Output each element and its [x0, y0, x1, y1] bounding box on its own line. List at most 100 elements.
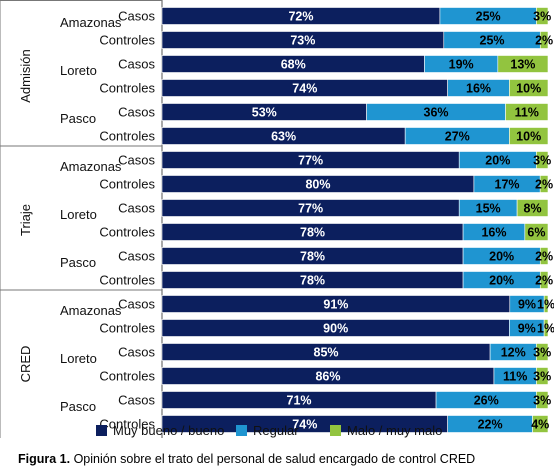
legend-swatch	[236, 425, 247, 436]
data-label: 78%	[300, 274, 325, 288]
bar-segment-bad	[539, 175, 549, 193]
data-label: 8%	[524, 202, 542, 216]
row-label: Controles	[99, 417, 155, 432]
data-label: 80%	[305, 178, 330, 192]
row-label: Controles	[99, 81, 155, 96]
data-label: 25%	[476, 10, 501, 24]
row-label: Controles	[99, 369, 155, 384]
data-label: 86%	[315, 370, 340, 384]
data-label: 3%	[533, 394, 551, 408]
bar-segment-bad	[516, 199, 549, 217]
data-label: 3%	[533, 370, 551, 384]
row-label: Controles	[99, 225, 155, 240]
legend-label: Regular	[253, 423, 299, 438]
bar-segment-bad	[524, 223, 549, 241]
legend-label: Malo / muy malo	[347, 423, 442, 438]
data-label: 9%	[518, 322, 536, 336]
data-label: 91%	[323, 298, 348, 312]
data-label: 11%	[503, 370, 527, 384]
data-label: 9%	[518, 298, 536, 312]
region-label: Amazonas	[60, 159, 122, 174]
data-label: 3%	[533, 10, 551, 24]
row-label: Casos	[118, 105, 155, 120]
data-label: 3%	[533, 154, 551, 168]
row-label: Casos	[118, 57, 155, 72]
data-label: 20%	[489, 250, 514, 264]
legend-swatch	[330, 425, 341, 436]
bar-segment-bad	[536, 367, 549, 385]
data-label: 78%	[300, 226, 325, 240]
data-label: 13%	[510, 58, 535, 72]
row-label: Casos	[118, 345, 155, 360]
figure-caption-text: Opinión sobre el trato del personal de s…	[73, 452, 476, 466]
bar-segment-bad	[509, 127, 549, 145]
bar-segment-bad	[536, 391, 549, 409]
row-label: Casos	[118, 9, 155, 24]
data-label: 27%	[445, 130, 470, 144]
region-label: Loreto	[60, 207, 97, 222]
bar-segment-bad	[543, 295, 549, 313]
data-label: 10%	[516, 130, 541, 144]
data-label: 2%	[535, 178, 553, 192]
data-label: 74%	[292, 82, 317, 96]
data-label: 17%	[495, 178, 520, 192]
figure-caption-label: Figura 1.	[18, 452, 71, 466]
region-label: Loreto	[60, 351, 97, 366]
figure-caption: Figura 1. Opinión sobre el trato del per…	[18, 452, 554, 466]
region-label: Pasco	[60, 255, 96, 270]
bar-segment-bad	[536, 7, 549, 25]
data-label: 11%	[515, 106, 539, 120]
data-label: 16%	[481, 226, 506, 240]
bar-segment-bad	[539, 271, 549, 289]
data-label: 20%	[489, 274, 514, 288]
region-label: Loreto	[60, 63, 97, 78]
region-label: Amazonas	[60, 303, 122, 318]
row-label: Controles	[99, 129, 155, 144]
data-label: 71%	[287, 394, 312, 408]
region-label: Pasco	[60, 111, 96, 126]
bar-segment-bad	[509, 79, 549, 97]
bar-segment-bad	[536, 151, 549, 169]
row-label: Controles	[99, 33, 155, 48]
data-label: 16%	[466, 82, 491, 96]
bar-segment-bad	[536, 343, 549, 361]
group-label: CRED	[18, 346, 33, 383]
data-label: 77%	[298, 202, 323, 216]
bar-segment-bad	[539, 31, 549, 49]
data-label: 85%	[314, 346, 339, 360]
data-label: 73%	[290, 34, 315, 48]
data-label: 25%	[480, 34, 505, 48]
data-label: 3%	[533, 346, 551, 360]
row-label: Casos	[118, 393, 155, 408]
region-label: Amazonas	[60, 15, 122, 30]
data-label: 2%	[535, 250, 553, 264]
data-label: 1%	[537, 298, 554, 312]
data-label: 63%	[271, 130, 296, 144]
group-label: Triaje	[18, 204, 33, 236]
row-label: Controles	[99, 177, 155, 192]
row-label: Casos	[118, 201, 155, 216]
bar-segment-bad	[543, 319, 549, 337]
data-label: 2%	[535, 274, 553, 288]
data-label: 68%	[281, 58, 306, 72]
data-label: 4%	[531, 418, 549, 432]
region-label: Pasco	[60, 399, 96, 414]
data-label: 1%	[537, 322, 554, 336]
bar-segment-bad	[539, 247, 549, 265]
bar-segment-bad	[532, 415, 549, 433]
row-label: Controles	[99, 273, 155, 288]
data-label: 10%	[516, 82, 541, 96]
row-label: Casos	[118, 297, 155, 312]
data-label: 19%	[449, 58, 474, 72]
bar-segment-bad	[497, 55, 549, 73]
data-label: 78%	[300, 250, 325, 264]
data-label: 77%	[298, 154, 323, 168]
data-label: 2%	[535, 34, 553, 48]
data-label: 53%	[252, 106, 277, 120]
legend-swatch	[96, 425, 107, 436]
data-label: 12%	[501, 346, 526, 360]
row-label: Casos	[118, 153, 155, 168]
group-label: Admisión	[18, 49, 33, 102]
data-label: 22%	[478, 418, 503, 432]
